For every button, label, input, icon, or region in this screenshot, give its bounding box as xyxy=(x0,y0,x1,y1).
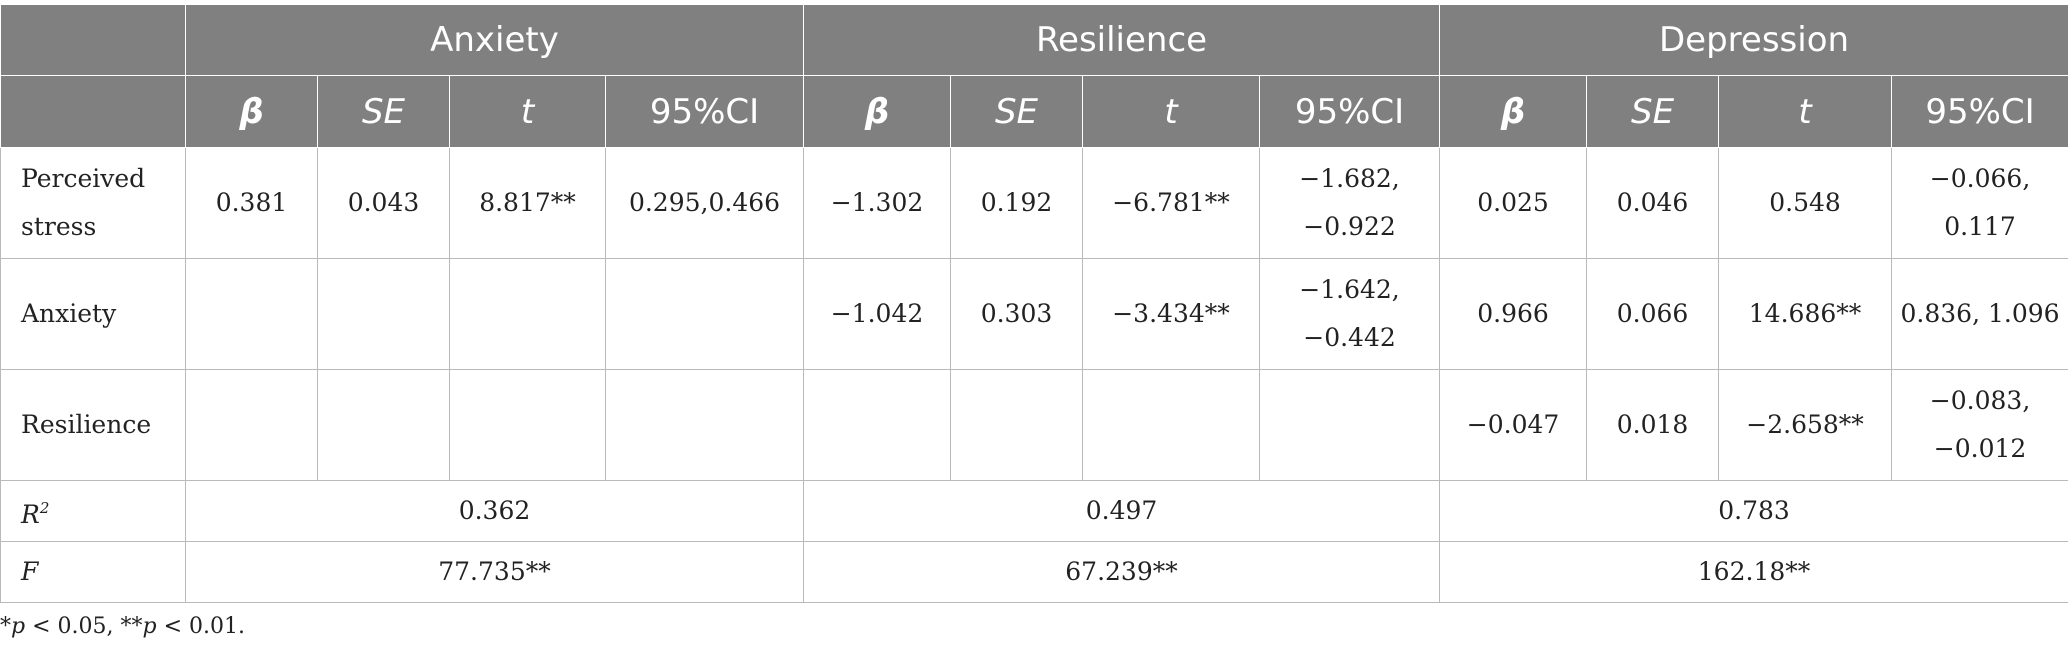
r-squared-resilience: 0.497 xyxy=(802,480,1441,542)
r-squared-row: R2 0.362 0.497 0.783 xyxy=(0,480,2068,542)
cell xyxy=(1258,369,1441,481)
cell xyxy=(317,369,450,481)
cell: 0.046 xyxy=(1586,147,1720,259)
footnote-star: * xyxy=(0,614,11,639)
col-t: t xyxy=(1082,75,1260,148)
footnote-text: < 0.01. xyxy=(156,614,245,639)
cell: −2.658** xyxy=(1718,369,1893,481)
table-row: Resilience −0.047 0.018 −2.658** −0.083,… xyxy=(0,369,2068,481)
cell xyxy=(449,369,606,481)
cell xyxy=(449,258,606,370)
f-resilience: 67.239** xyxy=(802,541,1441,603)
cell: 0.066 xyxy=(1586,258,1720,370)
cell: −0.066, 0.117 xyxy=(1891,147,2068,259)
col-beta: β xyxy=(803,75,951,148)
col-ci: 95%CI xyxy=(1891,75,2068,148)
col-t: t xyxy=(1718,75,1893,148)
group-header-resilience: Resilience xyxy=(802,4,1441,76)
cell: −3.434** xyxy=(1082,258,1260,370)
col-ci: 95%CI xyxy=(1258,75,1441,148)
table-footnote: *p < 0.05, **p < 0.01. xyxy=(0,614,245,639)
cell: −0.083, −0.012 xyxy=(1891,369,2068,481)
row-label: Anxiety xyxy=(0,258,186,370)
col-ci: 95%CI xyxy=(605,75,804,148)
cell: 14.686** xyxy=(1718,258,1893,370)
f-depression: 162.18** xyxy=(1439,541,2068,603)
row-label: Resilience xyxy=(0,369,186,481)
cell xyxy=(185,258,318,370)
cell: 0.303 xyxy=(950,258,1083,370)
cell: 0.018 xyxy=(1586,369,1720,481)
cell: −1.682, −0.922 xyxy=(1258,147,1441,259)
r-squared-symbol: R xyxy=(21,499,40,529)
r-squared-superscript: 2 xyxy=(39,498,50,517)
f-anxiety: 77.735** xyxy=(185,541,804,603)
r-squared-depression: 0.783 xyxy=(1439,480,2068,542)
cell: −0.047 xyxy=(1439,369,1588,481)
footnote-text: < 0.05, ** xyxy=(25,614,143,639)
cell xyxy=(1082,369,1260,481)
col-beta: β xyxy=(185,75,318,148)
col-se: SE xyxy=(317,75,450,148)
group-header-depression: Depression xyxy=(1439,4,2068,76)
group-header-anxiety: Anxiety xyxy=(185,4,804,76)
cell: −6.781** xyxy=(1082,147,1260,259)
cell: 8.817** xyxy=(449,147,606,259)
cell xyxy=(803,369,951,481)
cell xyxy=(185,369,318,481)
col-se: SE xyxy=(1586,75,1720,148)
row-label: R2 xyxy=(0,480,186,542)
cell: 0.043 xyxy=(317,147,450,259)
r-squared-anxiety: 0.362 xyxy=(185,480,804,542)
table-row: Anxiety −1.042 0.303 −3.434** −1.642, −0… xyxy=(0,258,2068,370)
cell: 0.381 xyxy=(185,147,318,259)
group-header-row: Anxiety Resilience Depression xyxy=(0,4,2068,76)
cell: 0.295,0.466 xyxy=(605,147,804,259)
cell: 0.192 xyxy=(950,147,1083,259)
col-beta: β xyxy=(1439,75,1588,148)
footnote-p: p xyxy=(142,614,157,639)
row-label: Perceived stress xyxy=(0,147,186,259)
cell: 0.966 xyxy=(1439,258,1588,370)
cell xyxy=(317,258,450,370)
footnote-p: p xyxy=(11,614,26,639)
cell: −1.302 xyxy=(803,147,951,259)
column-header-row: β SE t 95%CI β SE t 95%CI β SE t 95%CI xyxy=(0,75,2068,148)
cell xyxy=(950,369,1083,481)
corner-cell xyxy=(0,4,186,76)
col-se: SE xyxy=(950,75,1083,148)
corner-cell-2 xyxy=(0,75,186,148)
table-row: Perceived stress 0.381 0.043 8.817** 0.2… xyxy=(0,147,2068,259)
cell: 0.548 xyxy=(1718,147,1893,259)
regression-table: Anxiety Resilience Depression β SE t 95%… xyxy=(0,4,2068,603)
cell: 0.025 xyxy=(1439,147,1588,259)
cell: −1.642, −0.442 xyxy=(1258,258,1441,370)
cell xyxy=(605,369,804,481)
row-label: F xyxy=(0,541,186,603)
f-row: F 77.735** 67.239** 162.18** xyxy=(0,541,2068,603)
cell: −1.042 xyxy=(803,258,951,370)
col-t: t xyxy=(449,75,606,148)
cell xyxy=(605,258,804,370)
cell: 0.836, 1.096 xyxy=(1891,258,2068,370)
